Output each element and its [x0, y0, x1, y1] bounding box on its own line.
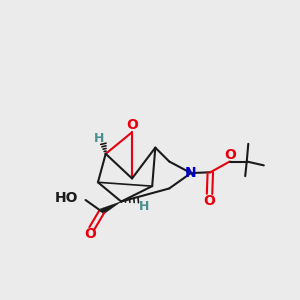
Text: HO: HO — [54, 191, 78, 206]
Polygon shape — [100, 202, 121, 214]
Text: H: H — [94, 132, 105, 145]
Text: O: O — [224, 148, 236, 162]
Text: O: O — [84, 227, 96, 241]
Text: H: H — [139, 200, 150, 213]
Text: O: O — [126, 118, 138, 132]
Text: N: N — [185, 166, 197, 180]
Text: O: O — [204, 194, 215, 208]
